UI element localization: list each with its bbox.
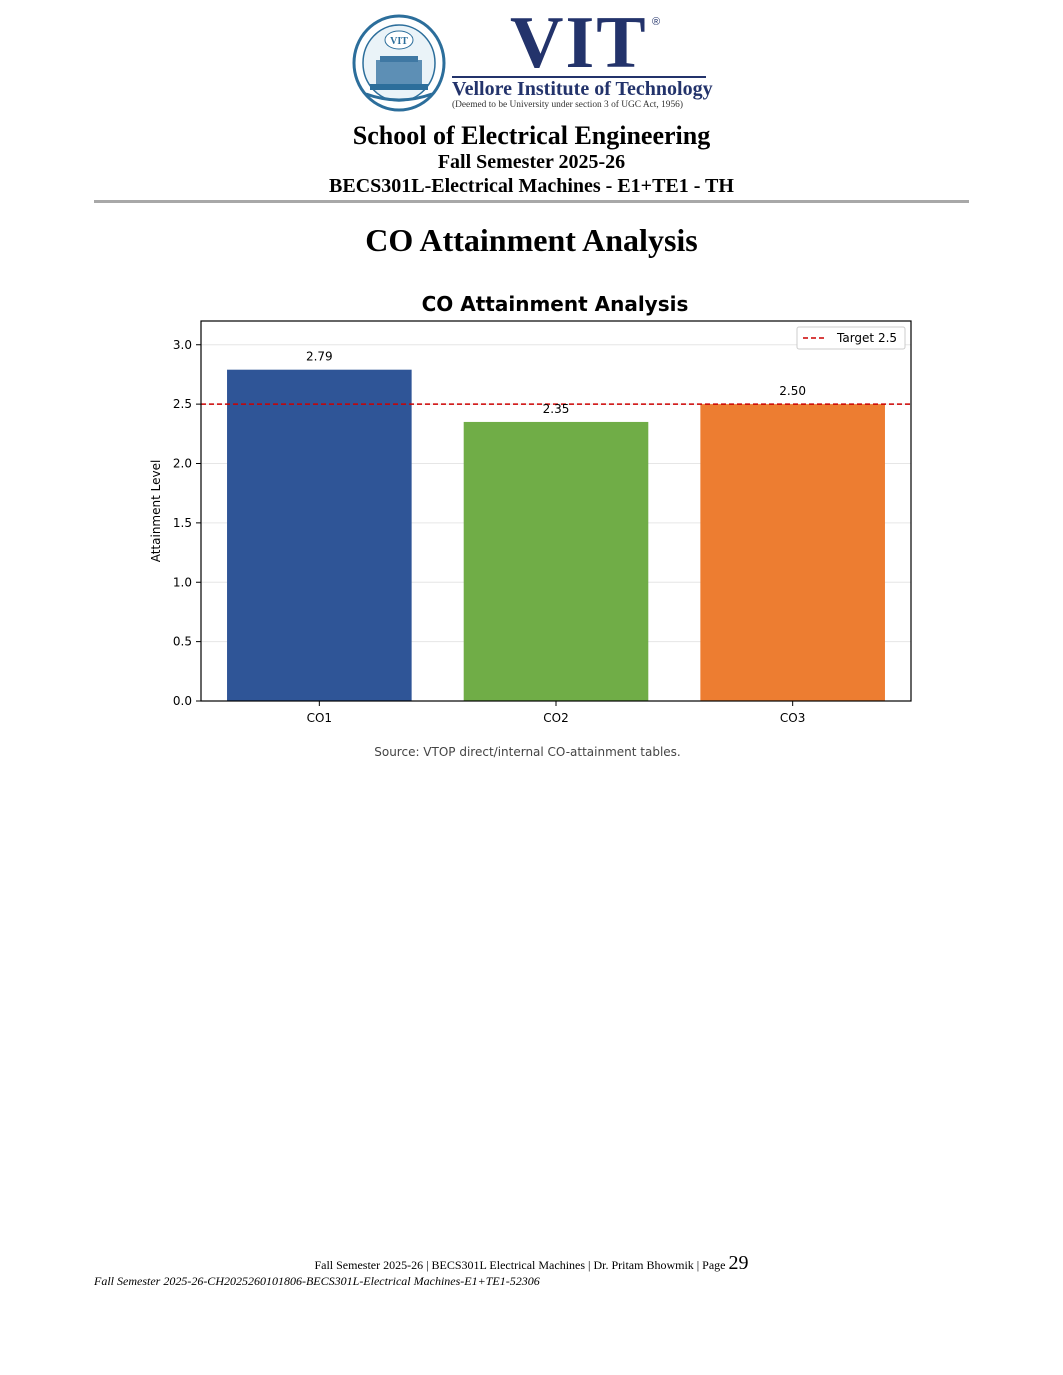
y-tick-label: 0.0 (173, 694, 192, 708)
page-footer: Fall Semester 2025-26 | BECS301L Electri… (0, 1252, 1063, 1275)
chart-source-note: Source: VTOP direct/internal CO-attainme… (374, 745, 681, 759)
vit-logo: VIT VIT ® Vellore Institute of Technolog… (352, 6, 713, 114)
document-id: Fall Semester 2025-26-CH2025260101806-BE… (94, 1274, 540, 1288)
co-attainment-chart: CO Attainment Analysis 2.792.352.50 0.00… (149, 292, 912, 725)
y-tick-label: 2.5 (173, 397, 192, 411)
legend-box (796, 326, 906, 350)
institute-name: Vellore Institute of Technology (452, 78, 713, 100)
y-tick-label: 0.5 (173, 635, 192, 649)
vit-seal-emblem: VIT (352, 14, 446, 112)
bars (227, 369, 885, 701)
header-divider (94, 200, 969, 203)
value-label-co1: 2.79 (306, 350, 333, 364)
bar-co3 (700, 404, 885, 701)
semester-heading: Fall Semester 2025-26 (437, 151, 626, 173)
bar-co1 (227, 369, 412, 701)
x-tick-label-co2: CO2 (543, 711, 568, 725)
logo-divider (452, 76, 706, 78)
y-axis-label: Attainment Level (149, 460, 163, 563)
page-title: CO Attainment Analysis (365, 222, 698, 258)
value-label-co2: 2.35 (543, 402, 570, 416)
x-tick-label-co1: CO1 (307, 711, 332, 725)
y-tick-label: 3.0 (173, 338, 192, 352)
vit-wordmark: VIT (510, 2, 648, 84)
y-tick-label: 1.5 (173, 516, 192, 530)
page-number: 29 (728, 1252, 749, 1274)
plot-frame (200, 320, 912, 702)
x-tick-label-co3: CO3 (780, 711, 805, 725)
value-labels: 2.79 2.35 2.50 (306, 350, 806, 416)
legend: Target 2.5 (796, 326, 906, 350)
x-axis: CO1 CO2 CO3 (307, 701, 805, 725)
seal-text: VIT (390, 36, 408, 47)
course-heading: BECS301L-Electrical Machines - E1+TE1 - … (329, 175, 734, 197)
footer-text: Fall Semester 2025-26 | BECS301L Electri… (314, 1258, 726, 1272)
legend-target-label: Target 2.5 (836, 331, 897, 345)
y-axis: 0.0 0.5 1.0 1.5 2.0 2.5 3.0 (173, 338, 201, 708)
school-name: School of Electrical Engineering (352, 121, 711, 150)
bar-co2 (463, 421, 649, 701)
y-tick-label: 1.0 (173, 575, 192, 589)
registered-mark: ® (652, 16, 661, 28)
value-label-co3: 2.50 (779, 384, 806, 398)
y-tick-label: 2.0 (173, 457, 192, 471)
institute-subtitle: (Deemed to be University under section 3… (452, 100, 683, 110)
chart-title: CO Attainment Analysis (422, 292, 689, 316)
